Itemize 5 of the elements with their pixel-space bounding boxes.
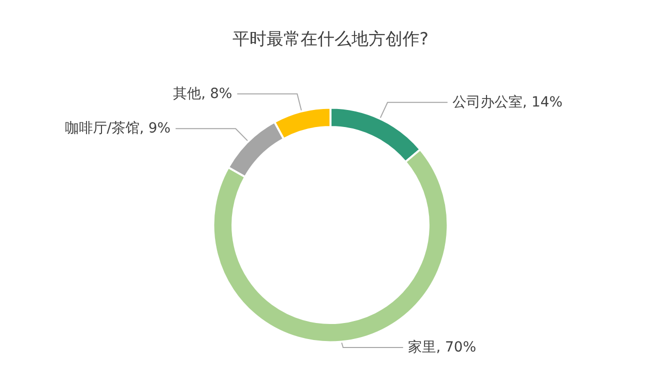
slice-label: 家里, 70% xyxy=(408,340,476,356)
slice-label: 其他, 8% xyxy=(173,86,232,102)
slice-label: 公司办公室, 14% xyxy=(452,94,563,110)
slice-label: 咖啡厅/茶馆, 9% xyxy=(64,120,171,137)
chart-title: 平时最常在什么地方创作? xyxy=(232,30,429,50)
